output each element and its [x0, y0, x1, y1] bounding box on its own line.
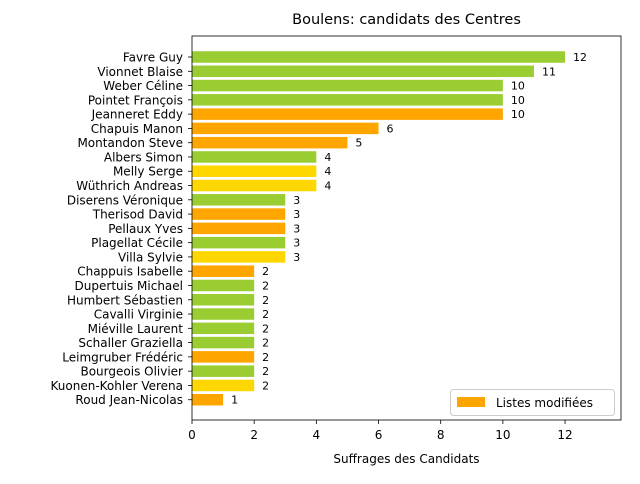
bar-wuthrich-andreas — [192, 179, 317, 192]
x-axis-label: Suffrages des Candidats — [333, 452, 479, 466]
data-label: 2 — [262, 279, 269, 292]
x-tick-label: 2 — [250, 428, 258, 442]
bar-schaller-graziella — [192, 336, 255, 349]
y-tick-label: Miéville Laurent — [88, 322, 184, 336]
y-tick-label: Weber Céline — [103, 79, 183, 93]
y-tick-label: Roud Jean-Nicolas — [75, 393, 183, 407]
bar-vionnet-blaise — [192, 65, 534, 78]
data-label: 10 — [511, 94, 525, 107]
y-tick-label: Pellaux Yves — [108, 222, 183, 236]
bar-pellaux-yves — [192, 222, 286, 235]
bar-mieville-laurent — [192, 322, 255, 335]
bar-jeanneret-eddy — [192, 108, 503, 120]
bar-humbert-sebastien — [192, 294, 255, 306]
y-tick-label: Montandon Steve — [77, 136, 183, 150]
data-label: 2 — [262, 365, 269, 378]
y-tick-label: Chapuis Manon — [91, 122, 183, 136]
bar-cavalli-virginie — [192, 308, 255, 320]
y-tick-label: Leimgruber Frédéric — [62, 350, 183, 364]
bar-albers-simon — [192, 151, 317, 163]
bar-therisod-david — [192, 208, 286, 220]
x-tick-label: 4 — [313, 428, 321, 442]
data-label: 3 — [293, 237, 300, 250]
y-tick-label: Vionnet Blaise — [97, 65, 183, 79]
y-tick-label: Pointet François — [88, 93, 183, 107]
data-label: 3 — [293, 194, 300, 207]
data-label: 5 — [355, 137, 362, 150]
y-tick-label: Melly Serge — [113, 165, 183, 179]
y-tick-label: Villa Sylvie — [118, 250, 183, 264]
data-label: 2 — [262, 351, 269, 364]
bar-chapuis-manon — [192, 122, 379, 135]
y-tick-label: Plagellat Cécile — [91, 236, 183, 250]
data-label: 2 — [262, 265, 269, 278]
x-tick-label: 10 — [495, 428, 510, 442]
bar-favre-guy — [192, 51, 566, 63]
data-label: 12 — [573, 51, 587, 64]
data-label: 10 — [511, 108, 525, 121]
bar-weber-celine — [192, 79, 503, 92]
data-label: 11 — [542, 65, 556, 78]
plot-frame — [191, 35, 622, 421]
y-tick-label: Wüthrich Andreas — [76, 179, 183, 193]
legend-label: Listes modifiées — [496, 396, 593, 410]
bar-villa-sylvie — [192, 251, 286, 263]
bar-diserens-veronique — [192, 194, 286, 206]
y-tick-label: Albers Simon — [104, 150, 183, 164]
data-label: 2 — [262, 294, 269, 307]
y-tick-label: Kuonen-Kohler Verena — [51, 379, 184, 393]
data-label: 1 — [231, 394, 238, 407]
legend: Listes modifiées — [450, 389, 615, 416]
chart-title: Boulens: candidats des Centres — [292, 12, 521, 28]
data-label: 4 — [324, 151, 331, 164]
data-label: 3 — [293, 251, 300, 264]
x-tick-label: 0 — [188, 428, 196, 442]
y-tick-label: Favre Guy — [123, 51, 183, 65]
y-tick-label: Cavalli Virginie — [94, 308, 183, 322]
data-label: 3 — [293, 222, 300, 235]
data-label: 6 — [387, 122, 394, 135]
bar-plagellat-cecile — [192, 236, 286, 249]
bar-roud-jean-nicolas — [192, 393, 224, 406]
legend-swatch — [457, 397, 485, 407]
x-tick-label: 12 — [557, 428, 572, 442]
data-label: 2 — [262, 322, 269, 335]
bar-melly-serge — [192, 165, 317, 177]
x-tick-label: 6 — [375, 428, 383, 442]
y-tick-label: Chappuis Isabelle — [77, 265, 183, 279]
y-tick-label: Humbert Sébastien — [67, 293, 183, 307]
y-tick-label: Dupertuis Michael — [75, 279, 183, 293]
data-label: 2 — [262, 308, 269, 321]
y-tick-label: Diserens Véronique — [67, 193, 183, 207]
bar-kuonen-kohler-verena — [192, 379, 255, 392]
bar-leimgruber-frederic — [192, 351, 255, 363]
y-tick-label: Jeanneret Eddy — [91, 108, 183, 122]
data-label: 2 — [262, 379, 269, 392]
bar-montandon-steve — [192, 136, 348, 149]
bar-chappuis-isabelle — [192, 265, 255, 277]
y-tick-label: Schaller Graziella — [78, 336, 183, 350]
bar-bourgeois-olivier — [192, 365, 255, 377]
data-label: 4 — [324, 165, 331, 178]
y-tick-label: Bourgeois Olivier — [80, 365, 183, 379]
y-tick-label: Therisod David — [92, 208, 183, 222]
bar-pointet-francois — [192, 94, 503, 106]
data-label: 4 — [324, 180, 331, 193]
bar-dupertuis-michael — [192, 279, 255, 292]
x-tick-label: 8 — [437, 428, 445, 442]
data-label: 2 — [262, 337, 269, 350]
legend-frame — [450, 389, 615, 416]
data-label: 3 — [293, 208, 300, 221]
data-label: 10 — [511, 80, 525, 93]
